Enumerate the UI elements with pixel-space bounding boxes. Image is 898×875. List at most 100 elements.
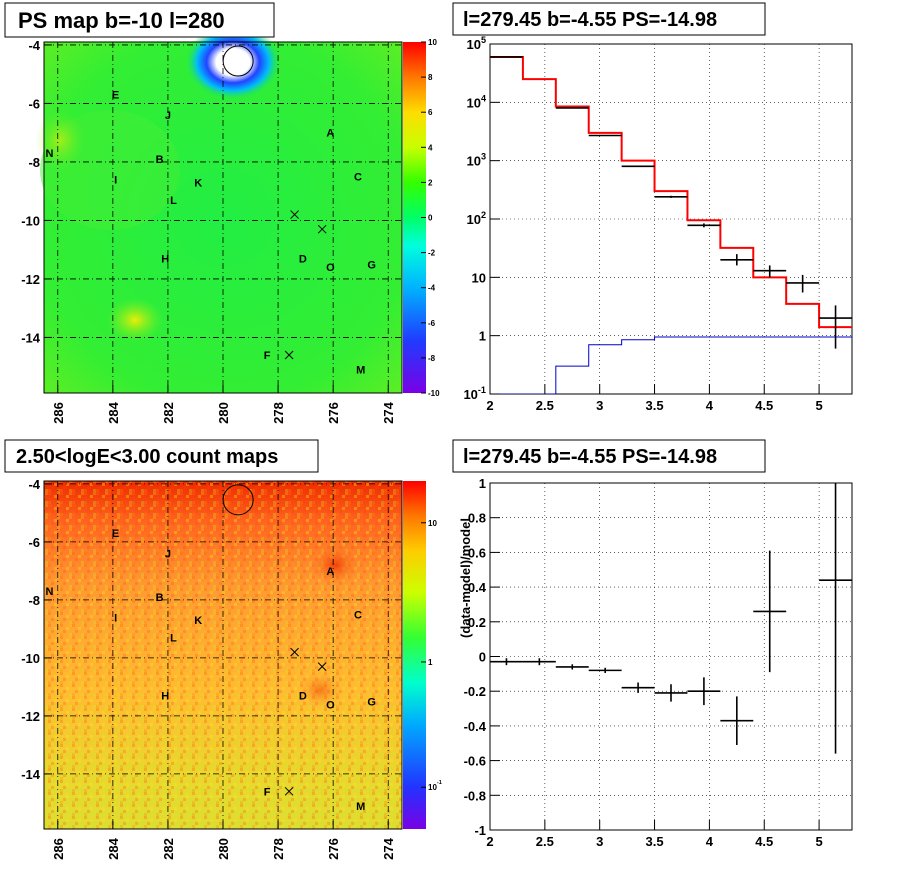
spectrum-data-point bbox=[753, 265, 787, 278]
cnt-y-tick-label: -6 bbox=[28, 535, 40, 550]
residual-point bbox=[687, 677, 721, 706]
residual-panel: 2 2.5 3 3.5 4 4.5 5 1 0.8 0.6 0.4 0.2 0 -0.2 -0.4 -0.6… bbox=[458, 476, 853, 849]
ps-y-tick-label: -8 bbox=[28, 155, 40, 170]
residual-x-tick-label: 3 bbox=[596, 834, 603, 849]
count-map-grid bbox=[44, 481, 402, 829]
source-label-o: O bbox=[326, 262, 335, 274]
source-label-j: J bbox=[165, 549, 171, 561]
source-label-h: H bbox=[161, 691, 169, 703]
spectrum-y-tick-label: 10 bbox=[472, 270, 486, 285]
residual-y-tick-label: 1 bbox=[479, 476, 486, 491]
residual-y-tick-label: 0 bbox=[479, 650, 486, 665]
cnt-x-tick-label: 276 bbox=[326, 838, 341, 860]
source-label-j: J bbox=[165, 110, 171, 122]
spectrum-x-tick-label: 5 bbox=[815, 398, 822, 413]
residual-x-tick-label: 2 bbox=[486, 834, 493, 849]
spectrum-panel: 2 2.5 3 3.5 4 4.5 5 10-1 1 10 102 103 104 105 bbox=[463, 35, 853, 413]
residual-point bbox=[621, 682, 655, 693]
spectrum-data-point bbox=[720, 254, 754, 266]
ps-x-tick-label: 284 bbox=[106, 401, 121, 423]
spectrum-x-tick-label: 4 bbox=[706, 398, 714, 413]
residual-title-box: l=279.45 b=-4.55 PS=-14.98 bbox=[452, 439, 766, 473]
source-label-n: N bbox=[46, 148, 54, 160]
source-label-m: M bbox=[356, 365, 365, 377]
ps-map-title: PS map b=-10 l=280 bbox=[18, 8, 225, 33]
source-label-g: G bbox=[367, 259, 376, 271]
colorbar-tick-label: 10 bbox=[428, 519, 437, 528]
source-label-h: H bbox=[161, 253, 169, 265]
ps-map-warm-region bbox=[107, 298, 163, 342]
residual-point bbox=[654, 684, 688, 702]
ps-x-tick-label: 278 bbox=[271, 402, 286, 424]
source-cross-marker bbox=[317, 662, 327, 671]
target-circle bbox=[222, 484, 254, 516]
source-label-c: C bbox=[354, 609, 362, 621]
count-map-title: 2.50<logE<3.00 count maps bbox=[16, 446, 278, 468]
residual-y-axis-label: (data-model)/model bbox=[458, 518, 473, 638]
spectrum-y-tick-label: 102 bbox=[466, 210, 486, 227]
source-label-n: N bbox=[46, 586, 54, 598]
residual-y-tick-label: 0.2 bbox=[468, 615, 486, 630]
residual-y-tick-label: -0.6 bbox=[464, 754, 486, 769]
spectrum-grid bbox=[489, 43, 852, 395]
colorbar-tick-label: 10-1 bbox=[428, 780, 442, 792]
source-label-a: A bbox=[326, 128, 334, 140]
count-map-x-ticks: 286 284 282 280 278 276 274 bbox=[51, 821, 396, 860]
source-label-i: I bbox=[114, 612, 117, 624]
residual-point bbox=[753, 550, 787, 673]
cnt-x-tick-label: 282 bbox=[161, 838, 176, 860]
source-label-k: K bbox=[194, 177, 202, 189]
spectrum-y-tick-label: 104 bbox=[466, 93, 486, 110]
residual-y-tick-label: -0.8 bbox=[464, 788, 486, 803]
spectrum-series bbox=[490, 55, 852, 394]
ps-y-tick-label: -10 bbox=[21, 213, 40, 228]
spectrum-data-point bbox=[819, 305, 852, 349]
cnt-x-tick-label: 286 bbox=[51, 838, 66, 860]
ps-map-grid bbox=[44, 42, 402, 393]
source-label-b: B bbox=[156, 154, 164, 166]
spectrum-title: l=279.45 b=-4.55 PS=-14.98 bbox=[463, 9, 717, 31]
cnt-y-tick-label: -14 bbox=[21, 767, 41, 782]
residual-x-tick-label: 3.5 bbox=[646, 834, 664, 849]
spectrum-x-tick-label: 3.5 bbox=[646, 398, 664, 413]
ps-x-tick-label: 280 bbox=[216, 402, 231, 424]
colorbar-tick-label: -2 bbox=[428, 249, 436, 258]
source-cross-marker bbox=[284, 350, 294, 360]
ps-x-tick-label: 276 bbox=[326, 402, 341, 424]
cnt-y-tick-label: -10 bbox=[21, 651, 40, 666]
model-total-line bbox=[490, 55, 852, 329]
residual-y-ticks: 1 0.8 0.6 0.4 0.2 0 -0.2 -0.4 -0.6 -0.8 -1 bbox=[464, 476, 500, 838]
model-component-line bbox=[490, 336, 852, 394]
colorbar-tick-label: 4 bbox=[428, 143, 433, 152]
residual-point bbox=[555, 664, 589, 670]
source-cross-marker bbox=[290, 647, 299, 657]
colorbar-tick-label: -10 bbox=[428, 389, 440, 398]
source-label-c: C bbox=[354, 172, 362, 184]
source-label-d: D bbox=[299, 253, 307, 265]
source-label-l: L bbox=[170, 633, 177, 645]
residual-y-tick-label: -0.2 bbox=[464, 684, 486, 699]
residual-point bbox=[588, 667, 622, 673]
spectrum-data-point bbox=[786, 274, 820, 293]
source-label-f: F bbox=[264, 786, 271, 798]
spectrum-x-tick-label: 2 bbox=[486, 398, 493, 413]
residual-y-tick-label: -0.4 bbox=[464, 719, 487, 734]
residual-x-tick-label: 4.5 bbox=[755, 834, 773, 849]
residual-y-tick-label: -1 bbox=[474, 823, 486, 838]
residual-point bbox=[490, 658, 523, 666]
cnt-x-tick-label: 280 bbox=[216, 838, 231, 860]
colorbar-tick-label: -8 bbox=[428, 354, 436, 363]
source-cross-marker bbox=[317, 224, 327, 234]
count-map-y-ticks: -4 -6 -8 -10 -12 -14 bbox=[21, 477, 52, 782]
source-label-f: F bbox=[264, 350, 271, 362]
ps-x-tick-label: 286 bbox=[51, 402, 66, 424]
source-label-l: L bbox=[170, 195, 177, 207]
ps-map-y-ticks: -4 -6 -8 -10 -12 -14 bbox=[21, 38, 52, 345]
spectrum-x-tick-label: 2.5 bbox=[536, 398, 554, 413]
source-label-e: E bbox=[112, 90, 119, 102]
colorbar-tick-label: 8 bbox=[428, 73, 433, 82]
ps-map-x-ticks: 286 284 282 280 278 276 274 bbox=[51, 385, 396, 424]
source-label-b: B bbox=[156, 592, 164, 604]
colorbar-tick-label: 0 bbox=[428, 214, 433, 223]
